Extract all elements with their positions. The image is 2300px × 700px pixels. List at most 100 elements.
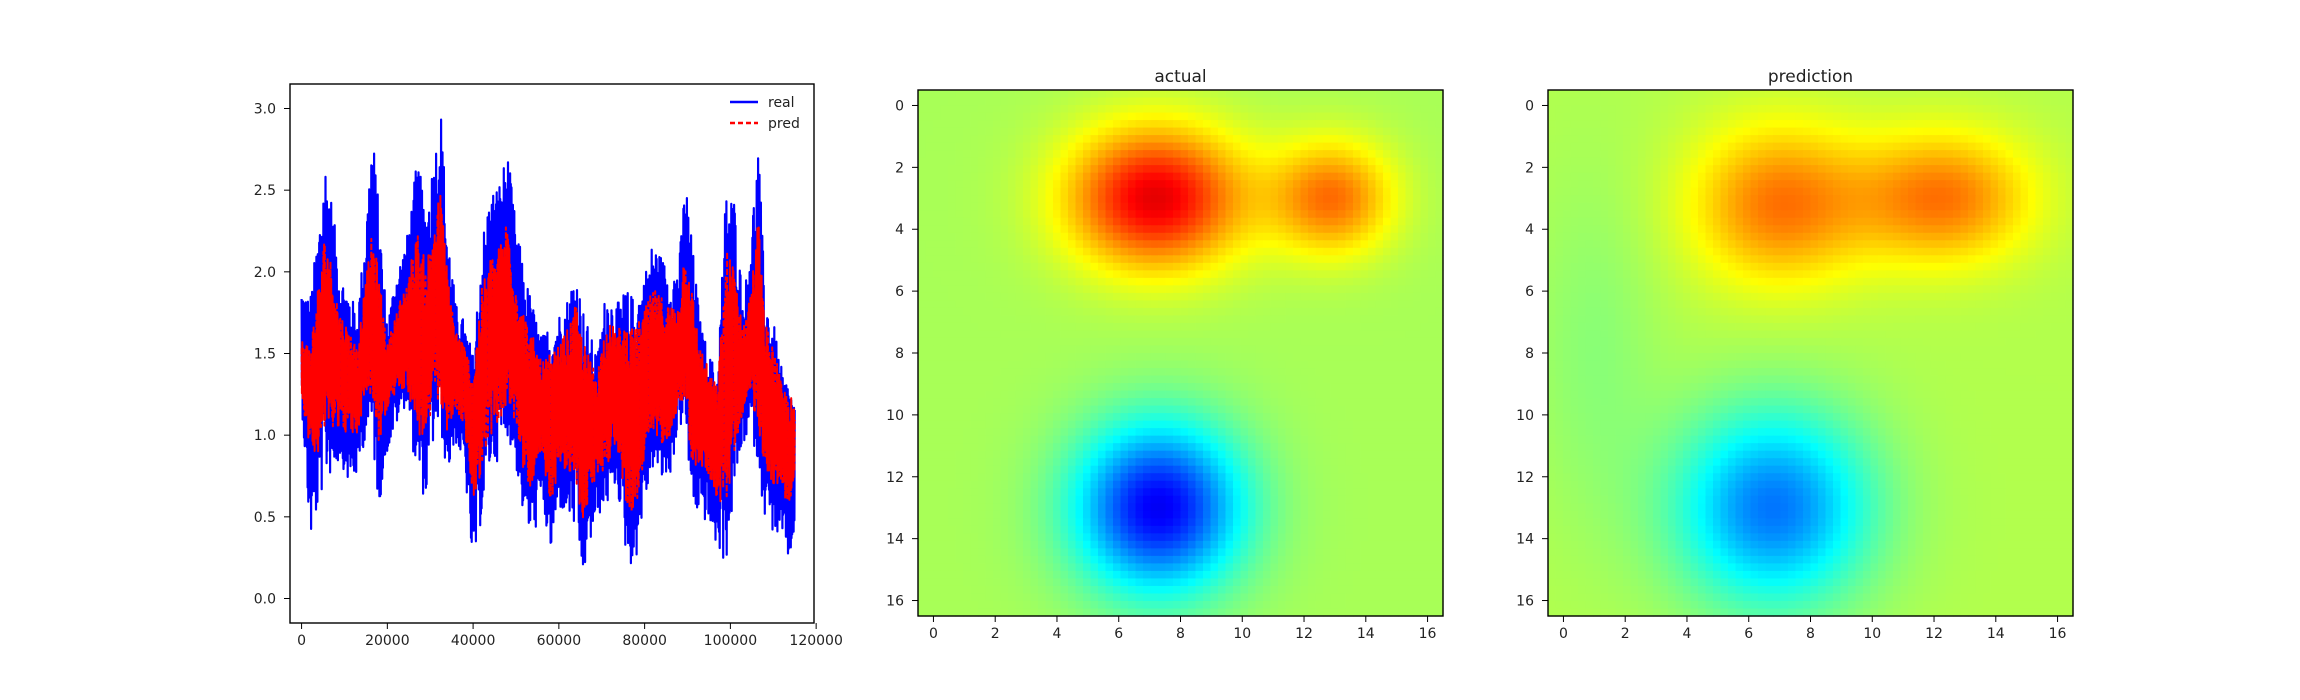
heatmap-cell [1225, 435, 1234, 444]
heatmap-cell [1060, 262, 1069, 271]
heatmap-cell [1270, 428, 1279, 437]
heatmap-cell [1038, 600, 1047, 610]
heatmap-cell [1015, 413, 1024, 422]
heatmap-cell [1300, 465, 1309, 474]
heatmap-cell [985, 375, 994, 384]
heatmap-cell [1113, 90, 1122, 99]
heatmap-cell [1075, 443, 1084, 452]
heatmap-cell [1263, 217, 1272, 226]
heatmap-cell [1225, 157, 1234, 166]
heatmap-cell [1165, 465, 1174, 474]
heatmap-cell [1188, 593, 1197, 602]
prediction-heatmap-cells [1548, 90, 2074, 617]
heatmap-cell [1428, 285, 1437, 294]
heatmap-cell [940, 217, 949, 226]
heatmap-cell [1285, 330, 1294, 339]
heatmap-cell [1000, 262, 1009, 271]
heatmap-cell [1330, 217, 1339, 226]
heatmap-cell [970, 105, 979, 114]
heatmap-cell [985, 217, 994, 226]
heatmap-cell [1053, 90, 1062, 99]
heatmap-cell [1008, 322, 1017, 332]
heatmap-cell [1368, 458, 1377, 467]
heatmap-cell [1075, 315, 1084, 324]
heatmap-cell [1165, 488, 1174, 497]
heatmap-cell [1143, 375, 1152, 384]
heatmap-cell [1315, 210, 1324, 219]
heatmap-cell [1120, 465, 1129, 474]
heatmap-cell [1278, 525, 1287, 534]
heatmap-cell [1038, 292, 1047, 301]
heatmap-cell [1240, 315, 1249, 324]
heatmap-cell [1038, 157, 1047, 166]
heatmap-cell [985, 600, 994, 610]
x-tick-label: 12 [1295, 626, 1313, 642]
y-tick-label: 4 [895, 222, 904, 238]
heatmap-cell [985, 120, 994, 129]
heatmap-cell [1203, 563, 1212, 572]
heatmap-cell [948, 353, 957, 362]
heatmap-cell [1113, 578, 1122, 587]
heatmap-cell [1105, 97, 1114, 106]
heatmap-cell [1075, 578, 1084, 587]
heatmap-cell [1128, 180, 1137, 189]
heatmap-cell [1390, 180, 1399, 189]
heatmap-cell [963, 187, 972, 196]
heatmap-cell [963, 435, 972, 444]
heatmap-cell [1240, 540, 1249, 549]
heatmap-cell [1278, 480, 1287, 489]
heatmap-cell [1278, 495, 1287, 504]
heatmap-cell [1165, 435, 1174, 444]
heatmap-cell [1315, 360, 1324, 369]
heatmap-cell [1195, 563, 1204, 572]
heatmap-cell [1023, 608, 1032, 617]
heatmap-cell [1315, 285, 1324, 294]
heatmap-cell [1225, 495, 1234, 504]
heatmap-cell [1008, 150, 1017, 159]
heatmap-cell [1068, 578, 1077, 587]
heatmap-cell [978, 277, 987, 286]
heatmap-cell [1068, 105, 1077, 114]
heatmap-cell [993, 600, 1002, 610]
heatmap-cell [1090, 135, 1099, 144]
heatmap-cell [985, 345, 994, 354]
heatmap-cell [1225, 480, 1234, 489]
heatmap-cell [1128, 360, 1137, 369]
heatmap-cell [1218, 112, 1227, 121]
heatmap-cell [1345, 172, 1354, 181]
heatmap-cell [1120, 390, 1129, 399]
heatmap-cell [1375, 202, 1384, 211]
heatmap-cell [1053, 353, 1062, 362]
heatmap-cell [1180, 232, 1189, 241]
heatmap-cell [1300, 510, 1309, 519]
heatmap-cell [1158, 600, 1167, 610]
heatmap-cell [1045, 413, 1054, 422]
heatmap-cell [1300, 375, 1309, 384]
heatmap-cell [1345, 548, 1354, 557]
heatmap-cell [1045, 240, 1054, 249]
heatmap-cell [1105, 495, 1114, 504]
heatmap-cell [1053, 292, 1062, 301]
heatmap-cell [1188, 503, 1197, 512]
heatmap-cell [1435, 285, 1444, 294]
heatmap-cell [948, 210, 957, 219]
heatmap-cell [1330, 405, 1339, 414]
heatmap-cell [963, 330, 972, 339]
heatmap-cell [1165, 473, 1174, 482]
heatmap-cell [1188, 518, 1197, 527]
heatmap-cell [1030, 533, 1039, 542]
heatmap-cell [1135, 593, 1144, 602]
heatmap-cell [1225, 307, 1234, 317]
heatmap-cell [978, 270, 987, 279]
heatmap-cell [1083, 150, 1092, 159]
heatmap-cell [955, 443, 964, 452]
y-tick-label: 2 [895, 160, 904, 176]
heatmap-cell [1038, 548, 1047, 557]
heatmap-cell [1353, 90, 1362, 99]
heatmap-cell [1083, 105, 1092, 114]
heatmap-cell [918, 488, 927, 497]
heatmap-cell [1143, 127, 1152, 136]
heatmap-cell [933, 473, 942, 482]
heatmap-cell [1353, 593, 1362, 602]
heatmap-cell [1038, 247, 1047, 256]
